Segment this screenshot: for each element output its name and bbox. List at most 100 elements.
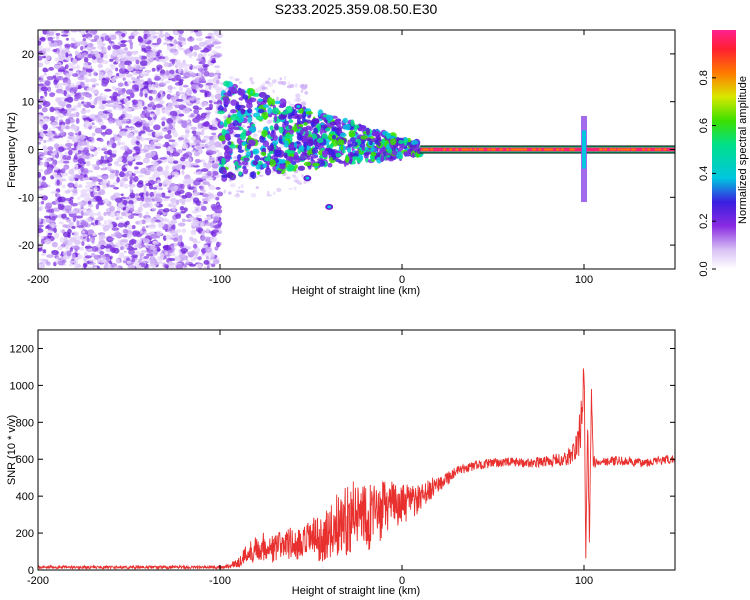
noise-blob [164,134,172,140]
x-tick-label: 100 [575,274,593,286]
noise-blob [112,182,119,185]
noise-blob [64,30,70,34]
noise-blob [177,67,182,74]
noise-blob [207,72,215,78]
noise-blob [121,165,126,172]
noise-blob [140,136,145,142]
noise-blob [119,246,125,251]
signal-blob [293,151,299,160]
noise-blob [71,253,76,260]
carrier-speckle [461,148,465,151]
noise-blob [56,256,61,260]
noise-blob [115,119,124,127]
noise-blob [154,145,162,149]
carrier-speckle [617,148,621,151]
noise-blob [171,59,176,65]
noise-blob [100,50,108,54]
noise-blob [97,201,105,206]
noise-blob [107,219,113,223]
noise-blob [82,38,87,42]
noise-blob [38,187,44,191]
noise-blob [291,174,297,178]
noise-blob [115,258,120,264]
signal-blob [234,133,242,138]
noise-blob [56,75,62,81]
signal-blob [353,125,358,133]
noise-blob [40,36,46,42]
noise-blob [178,62,182,69]
noise-blob [74,92,82,100]
noise-blob [70,30,79,33]
noise-blob [179,183,183,188]
noise-blob [112,91,119,98]
noise-blob [173,160,179,165]
noise-blob [213,101,219,105]
noise-blob [197,71,202,78]
noise-blob [77,201,84,206]
noise-blob [163,61,170,67]
noise-blob [200,129,205,136]
noise-blob [197,135,201,139]
noise-blob [163,218,170,223]
noise-blob [38,159,41,166]
noise-blob [198,41,206,47]
noise-blob [112,44,121,50]
noise-blob [172,49,179,56]
signal-blob [246,151,251,157]
signal-blob [247,108,253,114]
snr-ylabel: SNR (10 * v/v) [6,415,18,485]
snr-series-line [38,368,675,570]
noise-blob [138,54,142,61]
noise-blob [153,203,160,207]
noise-blob [107,237,115,241]
noise-blob [212,170,219,176]
noise-blob [67,78,72,85]
noise-blob [81,69,88,76]
noise-blob [128,89,137,93]
noise-blob [75,117,80,124]
carrier-speckle [480,148,484,151]
noise-blob [189,236,194,242]
noise-blob [129,127,137,131]
noise-blob [158,33,166,38]
noise-blob [145,182,152,187]
signal-blob [296,114,304,120]
noise-blob [71,147,77,151]
noise-blob [149,113,155,117]
noise-blob [154,103,163,109]
noise-blob [81,230,85,234]
signal-blob [267,145,275,151]
noise-blob [201,168,209,172]
noise-blob [206,215,212,221]
signal-blob [366,137,372,142]
noise-blob [249,77,254,82]
noise-blob [59,236,64,243]
noise-blob [262,82,266,87]
noise-blob [110,195,117,201]
noise-blob [72,189,78,194]
noise-blob [151,207,157,211]
signal-blob [327,162,333,168]
noise-blob [205,246,213,253]
carrier-speckle [654,148,658,151]
noise-blob [198,179,203,183]
noise-blob [151,196,156,199]
noise-blob [178,113,185,117]
noise-blob [38,104,42,110]
noise-blob [109,255,113,260]
signal-blob [272,135,279,141]
signal-blob [342,149,346,154]
noise-blob [197,256,202,260]
noise-blob [48,31,55,36]
noise-blob [205,222,213,227]
noise-blob [145,70,151,74]
noise-blob [198,83,204,88]
noise-blob [155,142,162,147]
noise-blob [192,105,199,110]
signal-blob [390,137,397,146]
noise-blob [134,243,139,249]
signal-blob [221,157,226,166]
noise-blob [202,144,211,149]
signal-blob [219,121,224,126]
noise-blob [148,167,155,172]
